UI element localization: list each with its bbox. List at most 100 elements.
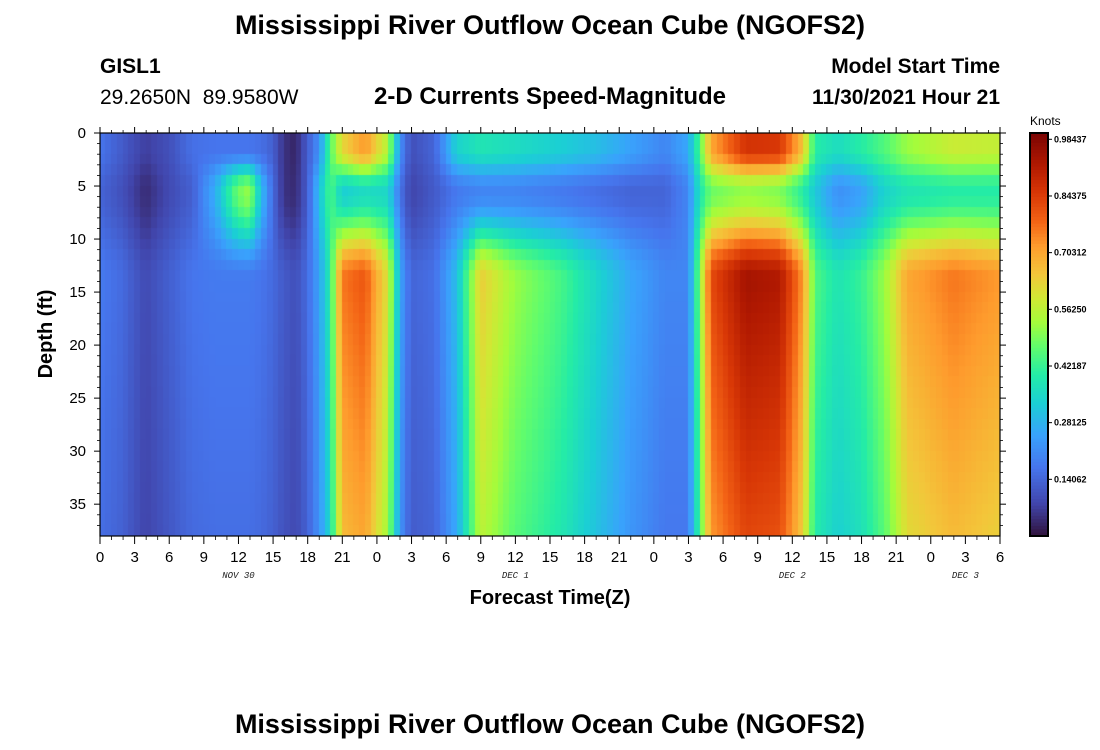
colorbar-segment [1030,223,1048,228]
x-tick-label: 12 [230,549,247,566]
colorbar-segment [1030,331,1048,336]
colorbar-segment [1030,478,1048,483]
x-tick-label: 3 [130,549,138,566]
colorbar-segment [1030,418,1048,423]
colorbar-frame [1029,132,1049,537]
colorbar-segment [1030,136,1048,141]
colorbar-segment [1030,327,1048,332]
colorbar-segment [1030,502,1048,507]
colorbar-segment [1030,458,1048,463]
colorbar-segment [1030,522,1048,527]
colorbar-segment [1030,388,1048,393]
x-tick-label: 15 [819,549,836,566]
y-tick-label: 0 [78,125,86,142]
colorbar-segment [1030,237,1048,242]
colorbar-segment [1030,505,1048,510]
x-tick-label: 0 [96,549,104,566]
colorbar-tick-label: 0.84375 [1054,191,1087,201]
colorbar-segment [1030,411,1048,416]
colorbar-segment [1030,421,1048,426]
x-tick-label: 0 [927,549,935,566]
colorbar-segment [1030,358,1048,362]
colorbar-segment [1030,210,1048,215]
colorbar-segment [1030,143,1048,148]
colorbar-segment [1030,206,1048,211]
x-tick-label: 9 [200,549,208,566]
colorbar-segment [1030,364,1048,369]
x-tick-label: 6 [442,549,450,566]
y-tick-label: 10 [69,231,86,248]
x-tick-label: 18 [853,549,870,566]
colorbar-segment [1030,428,1048,433]
colorbar-segment [1030,139,1048,144]
colorbar-segment [1030,438,1048,443]
colorbar-segment [1030,462,1048,467]
colorbar-segment [1030,300,1048,305]
y-tick-label: 5 [78,178,86,195]
colorbar-segment [1030,452,1048,456]
colorbar-segment [1030,512,1048,517]
colorbar-segment [1030,455,1048,460]
colorbar-segment [1030,519,1048,524]
colorbar-segment [1030,351,1048,356]
x-tick-label: 12 [507,549,524,566]
main-title: Mississippi River Outflow Ocean Cube (NG… [234,10,866,40]
colorbar-segment [1030,488,1048,493]
colorbar-segment [1030,163,1048,168]
colorbar-segment [1030,263,1048,268]
colorbar-segment [1030,169,1048,174]
colorbar-segment [1030,492,1048,497]
colorbar-tick-label: 0.42187 [1054,361,1087,371]
colorbar-segment [1030,280,1048,285]
x-tick-label: 18 [576,549,593,566]
colorbar-segment [1030,193,1048,198]
x-tick-label: 21 [611,549,628,566]
y-tick-label: 30 [69,443,86,460]
colorbar-segment [1030,347,1048,352]
date-label: DEC 1 [502,571,529,581]
y-axis-label: Depth (ft) [35,290,57,379]
colorbar-segment [1030,445,1048,450]
x-tick-label: 15 [542,549,559,566]
colorbar-segment [1030,408,1048,413]
colorbar-segment [1030,361,1048,366]
colorbar-segment [1030,532,1048,537]
colorbar-segment [1030,220,1048,225]
colorbar-segment [1030,253,1048,258]
colorbar-segment [1030,153,1048,158]
colorbar-segment [1030,186,1048,191]
y-tick-label: 20 [69,337,86,354]
colorbar-segment [1030,294,1048,299]
y-tick-label: 35 [69,496,86,513]
x-tick-label: 21 [888,549,905,566]
colorbar-segment [1030,190,1048,195]
colorbar-segment [1030,240,1048,245]
colorbar-segment [1030,525,1048,530]
colorbar-segment [1030,405,1048,409]
colorbar-segment [1030,401,1048,406]
colorbar-segment [1030,297,1048,302]
colorbar-segment [1030,304,1048,309]
colorbar-segment [1030,159,1048,164]
colorbar-segment [1030,468,1048,473]
colorbar-segment [1030,515,1048,520]
date-label: DEC 3 [952,571,980,581]
colorbar-segment [1030,415,1048,420]
colorbar-segment [1030,200,1048,205]
colorbar-segment [1030,378,1048,383]
x-tick-label: 0 [650,549,658,566]
colorbar-segment [1030,290,1048,295]
colorbar-segment [1030,216,1048,221]
x-tick-label: 3 [684,549,692,566]
colorbar-segment [1030,321,1048,326]
colorbar-segment [1030,146,1048,151]
x-tick-label: 3 [407,549,415,566]
colorbar-segment [1030,173,1048,178]
colorbar-segment [1030,203,1048,208]
x-tick-label: 3 [961,549,969,566]
colorbar-segment [1030,334,1048,339]
x-tick-label: 15 [265,549,282,566]
colorbar-segment [1030,233,1048,238]
colorbar-segment [1030,267,1048,272]
